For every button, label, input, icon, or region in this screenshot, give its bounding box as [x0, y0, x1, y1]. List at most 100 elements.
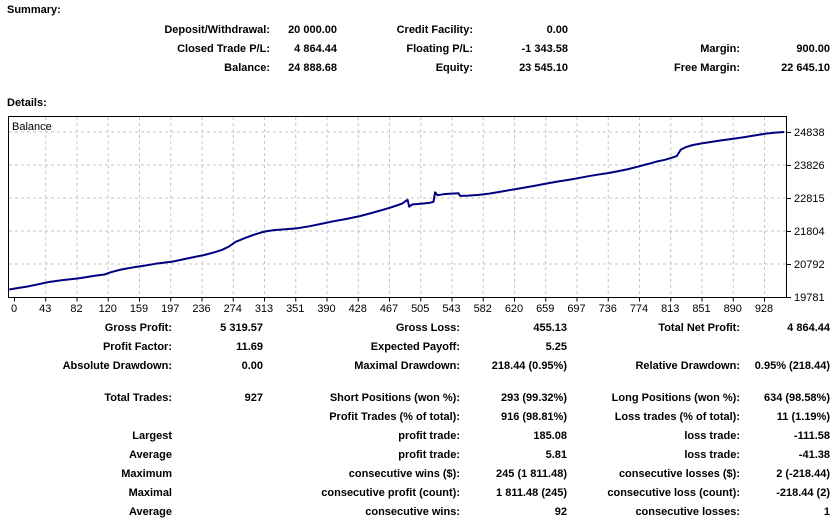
- stat-label: loss trade:: [684, 449, 740, 461]
- y-tick-label: 21804: [794, 226, 825, 238]
- stat-value: 92: [554, 506, 567, 518]
- summary-label: Credit Facility:: [396, 24, 473, 36]
- stat-value: 927: [244, 392, 263, 404]
- stat-label: [0, 408, 172, 427]
- stat-label: consecutive wins ($):: [348, 468, 460, 480]
- stat-label: Maximal Drawdown:: [354, 360, 460, 372]
- x-tick-label: 82: [70, 303, 82, 315]
- stat-value: 2 (-218.44): [776, 468, 830, 480]
- summary-value: 23 545.10: [519, 62, 568, 74]
- summary-value: 20 000.00: [288, 24, 337, 36]
- trade-stats-table: Total Trades: 927 Short Positions (won %):…: [0, 389, 830, 522]
- y-tick-label: 24838: [794, 127, 825, 139]
- stat-label: Maximum: [121, 468, 172, 480]
- stat-value: [172, 427, 263, 446]
- stat-value: 916 (98.81%): [500, 411, 567, 423]
- x-tick-label: 120: [99, 303, 117, 315]
- x-tick-label: 736: [599, 303, 617, 315]
- stat-value: 218.44 (0.95%): [491, 360, 567, 372]
- summary-label: Margin:: [700, 43, 740, 55]
- stat-label: consecutive losses:: [635, 506, 740, 518]
- stat-value: 245 (1 811.48): [496, 468, 567, 480]
- summary-label: [568, 21, 740, 40]
- x-tick-label: 582: [474, 303, 492, 315]
- stat-label: Long Positions (won %):: [611, 392, 740, 404]
- summary-value: -1 343.58: [521, 43, 568, 55]
- stat-value: 455.13: [533, 322, 567, 334]
- stat-value: [172, 484, 263, 503]
- stat-value: 293 (99.32%): [500, 392, 567, 404]
- x-tick-label: 236: [192, 303, 210, 315]
- stat-label: profit trade:: [398, 430, 460, 442]
- stat-label: consecutive losses ($):: [618, 468, 740, 480]
- summary-label: Equity:: [435, 62, 473, 74]
- summary-value: [740, 21, 830, 40]
- stat-value: [172, 446, 263, 465]
- x-tick-label: 159: [130, 303, 148, 315]
- y-tick-label: 20792: [794, 259, 825, 271]
- stat-value: [172, 408, 263, 427]
- stat-label: Expected Payoff:: [370, 341, 460, 353]
- x-tick-label: 274: [224, 303, 242, 315]
- stat-value: [740, 338, 830, 357]
- stat-label: profit trade:: [398, 449, 460, 461]
- stat-value: [172, 465, 263, 484]
- x-tick-label: 351: [286, 303, 304, 315]
- x-tick-label: 505: [411, 303, 429, 315]
- stat-label: Total Net Profit:: [658, 322, 740, 334]
- x-tick-label: 851: [692, 303, 710, 315]
- plot-border: [8, 116, 787, 298]
- x-tick-label: 0: [11, 303, 17, 315]
- summary-value: 0.00: [546, 24, 568, 36]
- stat-value: 4 864.44: [787, 322, 830, 334]
- stat-value: [172, 503, 263, 522]
- details-heading: Details:: [7, 97, 47, 109]
- stat-value: 634 (98.58%): [763, 392, 830, 404]
- stat-label: Absolute Drawdown:: [62, 360, 172, 372]
- x-tick-label: 43: [39, 303, 51, 315]
- summary-table: Deposit/Withdrawal: 20 000.00 Credit Facil…: [0, 21, 830, 78]
- x-tick-label: 890: [724, 303, 742, 315]
- stat-label: Largest: [132, 430, 172, 442]
- stat-label: consecutive profit (count):: [321, 487, 460, 499]
- stat-value: -111.58: [793, 430, 830, 442]
- stat-value: 0.95% (218.44): [754, 360, 830, 372]
- stat-label: Loss trades (% of total):: [614, 411, 740, 423]
- stat-value: -218.44 (2): [776, 487, 830, 499]
- x-tick-label: 813: [661, 303, 679, 315]
- summary-heading: Summary:: [7, 4, 61, 16]
- stat-label: Short Positions (won %):: [329, 392, 460, 404]
- x-tick-label: 197: [161, 303, 179, 315]
- stat-label: consecutive wins:: [365, 506, 460, 518]
- y-tick-label: 23826: [794, 160, 825, 172]
- summary-label: Deposit/Withdrawal:: [164, 24, 270, 36]
- stat-label: Profit Factor:: [102, 341, 172, 353]
- summary-label: Free Margin:: [673, 62, 740, 74]
- x-tick-label: 774: [630, 303, 648, 315]
- x-tick-label: 620: [505, 303, 523, 315]
- x-tick-label: 428: [349, 303, 367, 315]
- x-tick-label: 697: [567, 303, 585, 315]
- stat-label: Maximal: [128, 487, 172, 499]
- stat-value: 5 319.57: [220, 322, 263, 334]
- stat-label: [567, 338, 740, 357]
- x-tick-label: 659: [536, 303, 554, 315]
- stat-value: 11 (1.19%): [776, 411, 830, 423]
- stat-label: Gross Loss:: [395, 322, 460, 334]
- x-tick-label: 928: [755, 303, 773, 315]
- stat-label: Relative Drawdown:: [635, 360, 740, 372]
- stat-value: 1: [823, 506, 830, 518]
- x-tick-label: 543: [442, 303, 460, 315]
- stat-value: 11.69: [236, 341, 263, 353]
- stat-label: Gross Profit:: [104, 322, 172, 334]
- x-tick-label: 467: [380, 303, 398, 315]
- stat-value: 5.25: [545, 341, 567, 353]
- summary-value: 4 864.44: [294, 43, 337, 55]
- summary-value: 24 888.68: [288, 62, 337, 74]
- stat-value: -41.38: [798, 449, 830, 461]
- y-tick-label: 19781: [794, 292, 825, 304]
- stat-value: 5.81: [545, 449, 567, 461]
- stat-label: loss trade:: [684, 430, 740, 442]
- stat-label: Average: [128, 506, 172, 518]
- stat-value: 185.08: [533, 430, 567, 442]
